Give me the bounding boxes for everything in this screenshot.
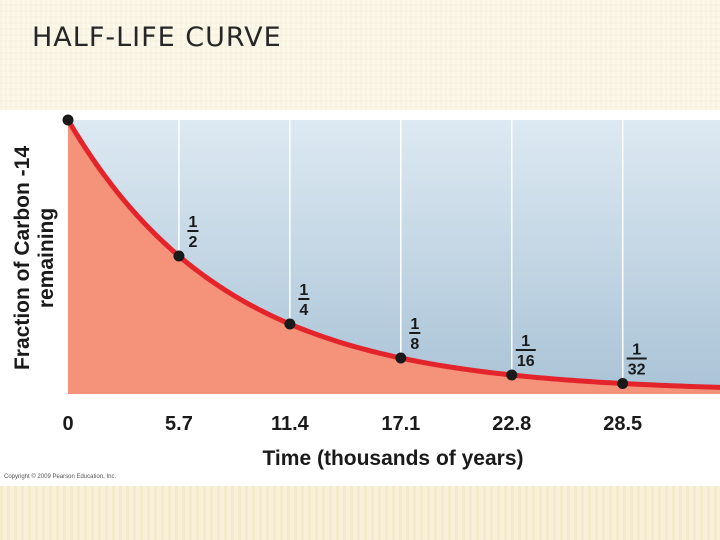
x-axis-label: Time (thousands of years): [262, 447, 523, 470]
fraction-numerator: 1: [632, 342, 641, 359]
slide-title: HALF-LIFE CURVE: [32, 22, 282, 53]
decay-area-fill: [68, 120, 720, 394]
data-point-5: [617, 378, 629, 389]
data-point-2: [284, 318, 296, 330]
x-tick-label-1: 5.7: [165, 413, 193, 435]
fraction-denominator: 8: [410, 336, 419, 353]
fraction-numerator: 1: [410, 316, 419, 333]
y-axis-label-line-1: Fraction of Carbon -14: [11, 146, 34, 370]
data-point-0: [62, 114, 74, 126]
fraction-denominator: 16: [517, 353, 535, 370]
x-tick-label-3: 17.1: [381, 413, 420, 435]
data-point-4: [506, 369, 518, 381]
bottom-decorative-strip: [0, 486, 720, 540]
fraction-denominator: 2: [188, 234, 197, 251]
fraction-label-1: 14: [298, 282, 310, 319]
x-tick-label-2: 11.4: [271, 413, 310, 435]
copyright-notice: Copyright © 2009 Pearson Education, Inc.: [4, 474, 117, 480]
data-point-1: [173, 250, 185, 262]
fraction-numerator: 1: [188, 214, 197, 231]
data-points: [62, 114, 629, 389]
fraction-label-0: 12: [187, 214, 199, 251]
y-axis-label-line-2: remaining: [35, 208, 58, 308]
fraction-label-4: 132: [626, 342, 647, 379]
x-tick-label-5: 28.5: [603, 413, 642, 435]
data-point-3: [395, 352, 407, 364]
fraction-label-3: 116: [515, 333, 536, 370]
x-tick-labels: 0 5.7 11.4 17.1 22.8 28.5: [62, 413, 642, 435]
x-tick-label-4: 22.8: [492, 413, 531, 435]
fraction-numerator: 1: [299, 282, 308, 299]
fraction-denominator: 32: [628, 362, 646, 379]
fraction-denominator: 4: [299, 302, 308, 319]
fraction-label-2: 18: [409, 316, 421, 353]
fraction-numerator: 1: [521, 333, 530, 350]
x-tick-label-0: 0: [62, 413, 73, 435]
